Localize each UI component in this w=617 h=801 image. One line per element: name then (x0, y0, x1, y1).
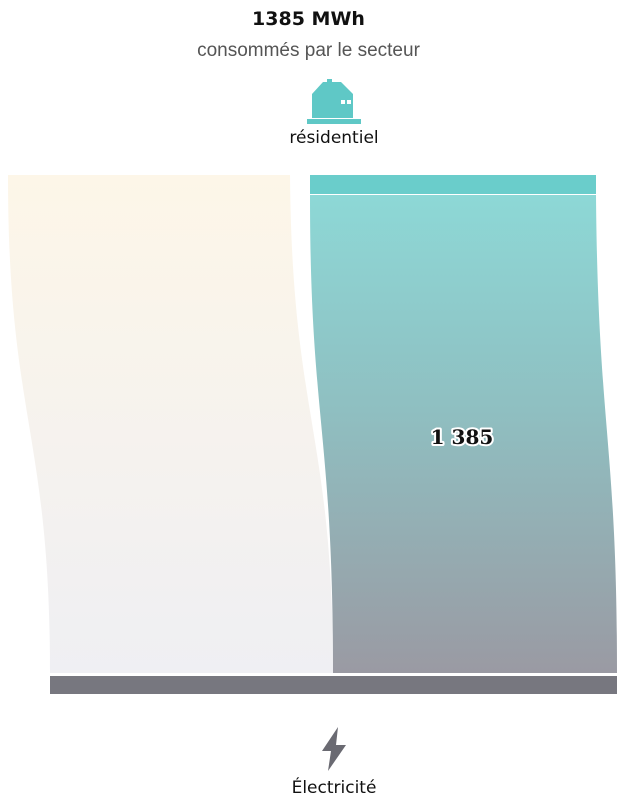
source-bar (50, 676, 617, 694)
sector-bar (310, 175, 596, 194)
lightning-bolt-icon (322, 727, 346, 771)
residential-electricity-flow (310, 195, 617, 673)
source-label: Électricité (291, 778, 377, 798)
background-flow (8, 175, 333, 673)
total-consumption-subtitle: consommés par le secteur (197, 40, 420, 61)
sector-label: résidentiel (289, 128, 379, 148)
total-consumption-value: 1385 MWh (252, 8, 365, 30)
house-icon (307, 79, 361, 124)
flow-value-label: 1 385 (431, 425, 494, 449)
